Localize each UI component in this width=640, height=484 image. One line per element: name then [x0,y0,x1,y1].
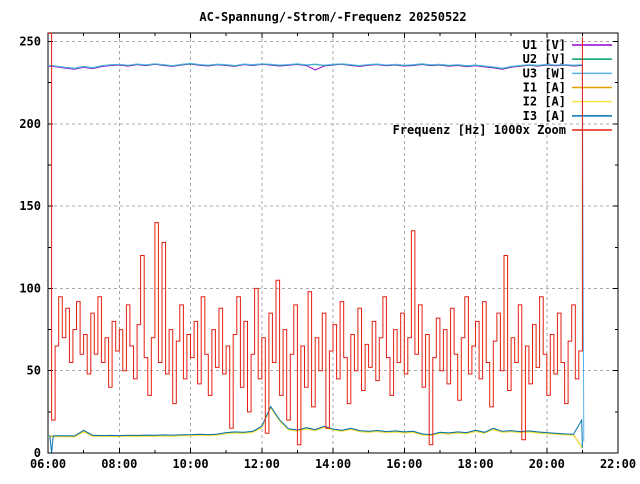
legend-label: U1 [V] [523,38,566,52]
legend-label: I1 [A] [523,81,566,95]
x-tick-label: 16:00 [386,457,422,471]
x-tick-label: 08:00 [101,457,137,471]
legend-label: Frequenz [Hz] 1000x Zoom [393,123,566,137]
legend-label: U3 [W] [523,66,566,80]
x-tick-label: 18:00 [457,457,493,471]
x-tick-label: 06:00 [30,457,66,471]
y-tick-label: 250 [19,35,41,49]
series-frequenz [48,32,583,446]
series-u3 [47,62,585,442]
x-tick-label: 20:00 [529,457,565,471]
legend-label: U2 [V] [523,52,566,66]
x-tick-label: 10:00 [172,457,208,471]
series-i3 [47,405,583,453]
chart-title: AC-Spannung/-Strom/-Frequenz 20250522 [199,10,466,24]
x-tick-label: 22:00 [600,457,636,471]
y-tick-label: 150 [19,199,41,213]
series-i1 [47,405,583,449]
y-tick-label: 200 [19,117,41,131]
data-series [47,32,585,453]
x-tick-label: 14:00 [315,457,351,471]
y-tick-label: 50 [27,364,41,378]
legend-label: I2 [A] [523,95,566,109]
series-i2 [47,406,583,449]
y-tick-label: 0 [34,446,41,460]
legend-label: I3 [A] [523,109,566,123]
axes [47,32,619,454]
y-tick-label: 100 [19,281,41,295]
axis-labels: 06:00 08:00 10:00 12:00 14:00 16:00 18:00 20:00… [19,10,636,471]
legend: U1 [V]U2 [V]U3 [W]I1 [A]I2 [A]I3 [A]Freq… [393,38,612,137]
x-tick-label: 12:00 [244,457,280,471]
